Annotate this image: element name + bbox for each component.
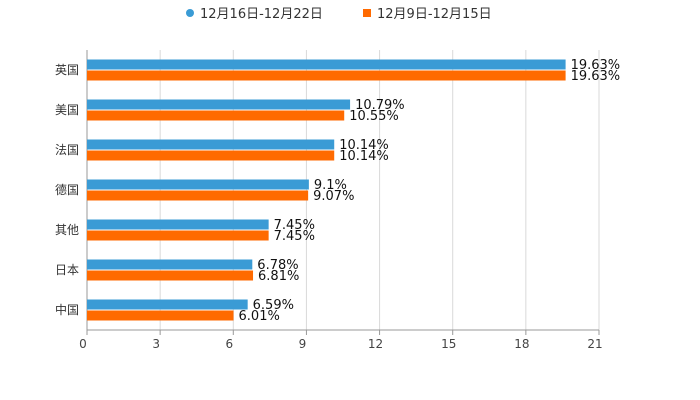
bar-series-1 bbox=[87, 299, 248, 310]
x-tick-label: 18 bbox=[514, 337, 529, 351]
x-tick-label: 15 bbox=[441, 337, 456, 351]
bar-series-1 bbox=[87, 259, 253, 270]
legend-label: 12月16日-12月22日 bbox=[200, 7, 323, 22]
data-label: 10.55% bbox=[349, 109, 399, 124]
legend-marker-series-2 bbox=[363, 9, 371, 17]
legend-marker-series-1 bbox=[186, 9, 194, 17]
bar-series-1 bbox=[87, 59, 566, 70]
data-label: 19.63% bbox=[571, 58, 621, 73]
category-label: 英国 bbox=[55, 63, 79, 77]
bar-series-1 bbox=[87, 99, 351, 110]
data-label: 10.79% bbox=[355, 98, 405, 113]
category-label: 美国 bbox=[55, 103, 79, 117]
bar-series-2 bbox=[87, 70, 566, 81]
data-label: 10.14% bbox=[339, 149, 389, 164]
data-label: 7.45% bbox=[274, 229, 315, 244]
category-label: 其他 bbox=[55, 223, 79, 237]
x-tick-label: 0 bbox=[79, 337, 87, 351]
x-tick-label: 21 bbox=[587, 337, 602, 351]
category-label: 日本 bbox=[55, 263, 79, 277]
data-label: 6.78% bbox=[257, 258, 298, 273]
x-tick-label: 3 bbox=[152, 337, 160, 351]
data-label: 10.14% bbox=[339, 138, 389, 153]
bar-series-2 bbox=[87, 230, 269, 241]
category-label: 法国 bbox=[55, 143, 79, 157]
data-label: 19.63% bbox=[571, 69, 621, 84]
legend-label: 12月9日-12月15日 bbox=[377, 7, 492, 22]
x-tick-label: 9 bbox=[299, 337, 307, 351]
bar-series-1 bbox=[87, 219, 269, 230]
x-tick-label: 12 bbox=[368, 337, 383, 351]
category-label: 德国 bbox=[55, 182, 79, 197]
bar-series-2 bbox=[87, 190, 309, 201]
bar-series-2 bbox=[87, 150, 335, 161]
bar-series-2 bbox=[87, 110, 345, 121]
data-label: 9.1% bbox=[314, 178, 347, 193]
x-tick-label: 6 bbox=[225, 337, 233, 351]
category-label: 中国 bbox=[55, 302, 79, 317]
bar-series-1 bbox=[87, 139, 335, 150]
data-label: 6.01% bbox=[239, 309, 280, 324]
bar-series-2 bbox=[87, 270, 254, 281]
data-label: 7.45% bbox=[274, 218, 315, 233]
data-label: 6.59% bbox=[253, 298, 294, 313]
bar-series-1 bbox=[87, 179, 309, 190]
data-label: 9.07% bbox=[313, 189, 354, 204]
data-label: 6.81% bbox=[258, 269, 299, 284]
bar-series-2 bbox=[87, 310, 234, 321]
